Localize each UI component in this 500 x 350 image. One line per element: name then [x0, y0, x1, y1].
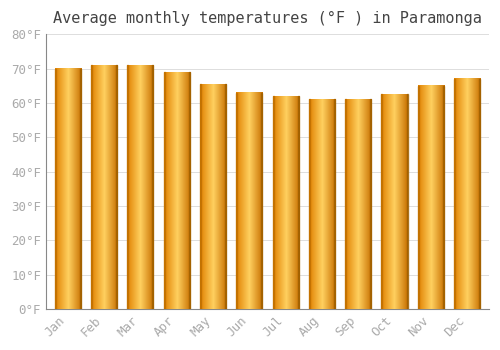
- Bar: [443, 86, 444, 309]
- Bar: [236, 93, 238, 309]
- Bar: [309, 99, 310, 309]
- Bar: [370, 99, 372, 309]
- Title: Average monthly temperatures (°F ) in Paramonga: Average monthly temperatures (°F ) in Pa…: [53, 11, 482, 26]
- Bar: [225, 84, 226, 309]
- Bar: [152, 65, 154, 309]
- Bar: [406, 94, 408, 309]
- Bar: [479, 79, 480, 309]
- Bar: [54, 69, 56, 309]
- Bar: [454, 79, 455, 309]
- Bar: [91, 65, 92, 309]
- Bar: [334, 99, 335, 309]
- Bar: [345, 99, 346, 309]
- Bar: [272, 96, 274, 309]
- Bar: [200, 84, 201, 309]
- Bar: [116, 65, 117, 309]
- Bar: [418, 86, 419, 309]
- Bar: [188, 72, 190, 309]
- Bar: [80, 69, 81, 309]
